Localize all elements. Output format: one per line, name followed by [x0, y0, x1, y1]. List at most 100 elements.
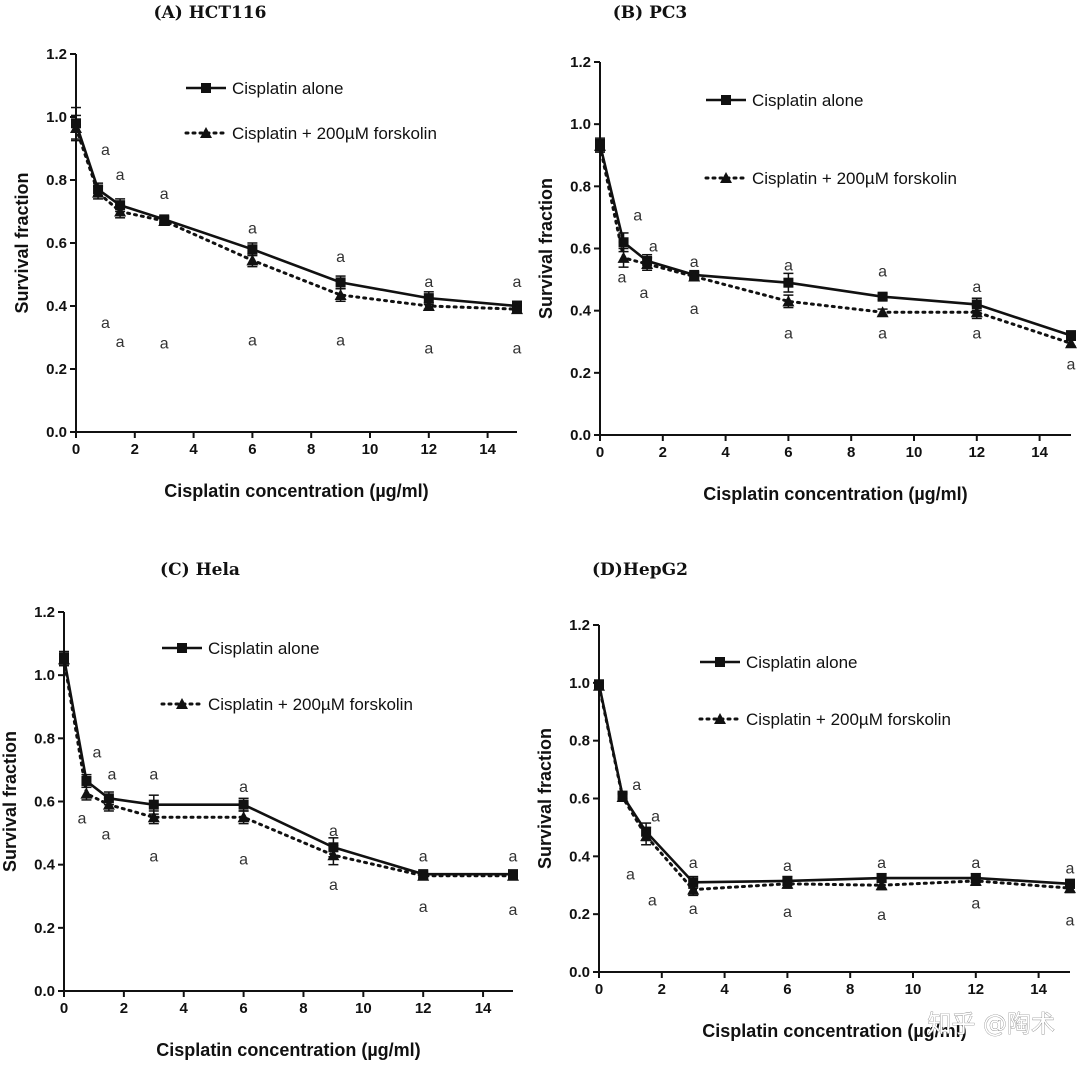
legend: Cisplatin alone Cisplatin + 200µM forskol…	[184, 79, 437, 143]
legend-item-cisplatin-alone: Cisplatin alone	[700, 653, 858, 672]
significance-mark: a	[1067, 357, 1076, 374]
legend-label: Cisplatin alone	[752, 91, 864, 110]
legend-item-cisplatin-forskolin: Cisplatin + 200µM forskolin	[184, 124, 437, 143]
data-point	[81, 775, 92, 786]
legend-item-cisplatin-forskolin: Cisplatin + 200µM forskolin	[160, 695, 413, 714]
panel-b: (B) PC3 0.0 0.2 0.4 0.6 0.8 1.0 1.2 0 2 4 6 8 10 12 14 C…	[536, 3, 1077, 504]
series-line	[74, 126, 519, 311]
significance-mark: a	[419, 849, 428, 866]
y-tick-label: 0.0	[46, 424, 67, 441]
significance-mark: a	[101, 142, 110, 159]
legend-marker	[177, 643, 187, 653]
x-tick-label: 4	[720, 981, 729, 998]
significance-mark: a	[509, 902, 518, 919]
x-tick-label: 10	[355, 1000, 372, 1017]
significance-mark: a	[689, 855, 698, 872]
x-tick-label: 0	[72, 441, 80, 458]
significance-mark: a	[239, 852, 248, 869]
significance-mark: a	[971, 895, 980, 912]
x-tick-label: 12	[420, 441, 437, 458]
data-point	[687, 883, 700, 895]
legend-item-cisplatin-forskolin: Cisplatin + 200µM forskolin	[698, 710, 951, 729]
significance-mark: a	[971, 855, 980, 872]
data-point	[80, 787, 93, 799]
data-point	[423, 293, 434, 304]
legend-item-cisplatin-alone: Cisplatin alone	[162, 639, 320, 658]
y-axis-label: Survival fraction	[536, 178, 556, 319]
legend-label: Cisplatin + 200µM forskolin	[746, 710, 951, 729]
significance-mark: a	[690, 301, 699, 318]
x-tick-label: 8	[847, 444, 855, 461]
x-tick-label: 6	[239, 1000, 247, 1017]
data-point	[422, 300, 435, 311]
x-tick-label: 14	[479, 441, 496, 458]
x-tick-label: 8	[846, 981, 854, 998]
panel-title: (C) Hela	[160, 560, 240, 580]
y-tick-label: 0.0	[34, 983, 55, 1000]
significance-mark: a	[972, 279, 981, 296]
x-tick-label: 12	[415, 1000, 432, 1017]
y-tick-label: 1.2	[34, 604, 55, 621]
data-point	[594, 139, 606, 151]
legend-label: Cisplatin + 200µM forskolin	[208, 695, 413, 714]
data-point	[507, 869, 519, 881]
x-tick-label: 8	[299, 1000, 307, 1017]
data-point	[237, 811, 250, 823]
y-axis-label: Survival fraction	[12, 172, 32, 313]
x-tick-label: 14	[475, 1000, 492, 1017]
series-cisplatin-forskolin	[594, 138, 1077, 349]
legend-marker	[201, 83, 211, 93]
y-tick-label: 0.2	[34, 920, 55, 937]
y-tick-label: 0.4	[569, 848, 591, 865]
significance-mark: a	[878, 326, 887, 343]
data-point	[876, 873, 887, 884]
y-axis-label: Survival fraction	[535, 728, 555, 869]
legend-marker	[715, 657, 725, 667]
data-point	[335, 277, 346, 288]
data-point	[1065, 337, 1077, 349]
data-point	[147, 811, 160, 823]
data-point	[593, 679, 605, 691]
data-point	[158, 214, 171, 226]
x-tick-label: 6	[248, 441, 256, 458]
significance-mark: a	[116, 334, 125, 351]
series-cisplatin-forskolin	[593, 679, 1076, 897]
significance-mark: a	[783, 858, 792, 875]
data-point	[970, 306, 983, 318]
significance-mark: a	[513, 340, 522, 357]
y-tick-label: 0.6	[34, 794, 55, 811]
legend-label: Cisplatin alone	[746, 653, 858, 672]
data-point	[417, 869, 430, 881]
panel-a: (A) HCT116 0.0 0.2 0.4 0.6 0.8 1.0 1.2 0 2 4 6 8 10 12…	[12, 3, 523, 501]
data-point	[688, 877, 699, 888]
significance-mark: a	[107, 766, 116, 783]
significance-mark: a	[1066, 861, 1075, 878]
x-tick-label: 0	[60, 1000, 68, 1017]
x-tick-label: 6	[784, 444, 792, 461]
x-axis-label: Cisplatin concentration (µg/ml)	[702, 1021, 966, 1041]
y-tick-label: 1.2	[46, 46, 67, 63]
data-point	[148, 799, 159, 810]
data-point	[782, 295, 795, 307]
data-point	[1064, 882, 1076, 894]
legend-marker	[714, 713, 726, 724]
series-line	[598, 144, 1073, 345]
significance-mark: a	[783, 904, 792, 921]
significance-mark: a	[626, 866, 635, 883]
significance-mark: a	[1066, 913, 1075, 930]
x-tick-label: 10	[906, 444, 923, 461]
watermark: 知乎 @陶术	[927, 1010, 1055, 1038]
x-axis-label: Cisplatin concentration (µg/ml)	[164, 481, 428, 501]
legend-label: Cisplatin + 200µM forskolin	[232, 124, 437, 143]
panel-title: (B) PC3	[613, 3, 688, 23]
significance-mark: a	[649, 239, 658, 256]
x-tick-label: 10	[905, 981, 922, 998]
data-point	[247, 244, 258, 255]
significance-mark: a	[648, 892, 657, 909]
significance-mark: a	[877, 855, 886, 872]
significance-mark: a	[116, 167, 125, 184]
significance-mark: a	[336, 249, 345, 266]
x-tick-label: 10	[362, 441, 379, 458]
significance-mark: a	[329, 877, 338, 894]
